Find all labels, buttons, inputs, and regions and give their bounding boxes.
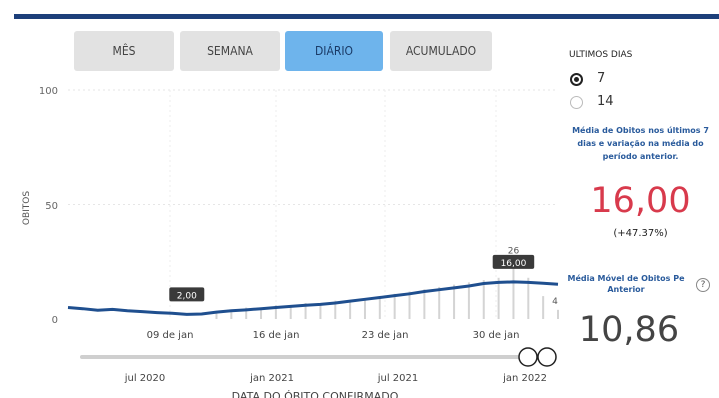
radio-14-label[interactable]: 14 xyxy=(597,94,614,109)
range-slider-label: jul 2020 xyxy=(124,373,166,384)
daily-bar xyxy=(349,300,352,319)
media-description-line: dias e variação na média do xyxy=(577,139,704,148)
daily-bar xyxy=(557,309,559,319)
tab-acumulado[interactable]: ACUMULADO xyxy=(390,31,492,71)
daily-bar xyxy=(289,305,292,319)
x-tick-label: 16 de jan xyxy=(253,330,300,341)
value-tag-background xyxy=(492,254,535,269)
y-tick-label: 100 xyxy=(39,86,58,97)
moving-average-label-line: Anterior xyxy=(607,285,645,294)
range-slider-handle-start[interactable] xyxy=(518,347,538,367)
daily-bar xyxy=(527,277,530,319)
header-accent-bar xyxy=(14,14,719,19)
daily-bar xyxy=(438,286,441,319)
ultimos-dias-title: ULTIMOS DIAS xyxy=(569,50,633,60)
bar-value-label: 4 xyxy=(552,297,558,307)
moving-average-label: Média Móvel de Obitos Pe Anterior xyxy=(558,273,694,295)
daily-deaths-chart: OBITOS 100 50 0 2,00 16,00 26 4 09 de jan 1… xyxy=(22,86,559,398)
daily-bar xyxy=(319,302,322,319)
daily-bar xyxy=(542,296,545,319)
daily-bar xyxy=(304,302,307,319)
radio-7-days[interactable] xyxy=(570,73,583,86)
range-slider-handle-end[interactable] xyxy=(537,347,557,367)
daily-bar xyxy=(512,259,515,319)
daily-bar xyxy=(423,289,426,319)
media-description-line: Média de Obitos nos últimos 7 xyxy=(572,126,709,135)
moving-average-label-line: Média Móvel de Obitos Pe xyxy=(567,274,685,283)
media-description: Média de Obitos nos últimos 7 dias e var… xyxy=(562,124,719,163)
tab-mes[interactable]: MÊS xyxy=(74,31,174,71)
media-value: 16,00 xyxy=(590,181,691,221)
daily-bar xyxy=(408,291,411,319)
daily-bar xyxy=(393,293,396,319)
x-tick-label: 30 de jan xyxy=(473,330,520,341)
media-description-line: período anterior. xyxy=(602,152,679,161)
x-axis-label: DATA DO ÓBITO CONFIRMADO xyxy=(232,390,399,398)
value-tag: 16,00 xyxy=(501,259,527,269)
y-axis-label: OBITOS xyxy=(22,191,32,225)
daily-bar xyxy=(260,307,263,319)
range-slider-label: jan 2022 xyxy=(502,373,547,384)
radio-14-days[interactable] xyxy=(570,96,583,109)
value-tag-background xyxy=(169,287,205,302)
daily-bar xyxy=(334,300,337,319)
bar-value-label: 26 xyxy=(508,246,520,256)
daily-bar xyxy=(230,309,233,319)
daily-bar xyxy=(363,298,366,319)
daily-bar xyxy=(378,296,381,319)
radio-7-label[interactable]: 7 xyxy=(597,71,606,86)
moving-average-value: 10,86 xyxy=(578,310,680,350)
range-slider-label: jan 2021 xyxy=(249,373,294,384)
daily-bar xyxy=(274,305,277,319)
help-icon[interactable]: ? xyxy=(696,278,710,292)
tab-semana[interactable]: SEMANA xyxy=(180,31,280,71)
range-slider-label: jul 2021 xyxy=(377,373,419,384)
daily-bar xyxy=(467,282,470,319)
variation-percent: (+47.37%) xyxy=(613,228,668,239)
daily-bar xyxy=(215,312,218,319)
x-tick-label: 09 de jan xyxy=(147,330,194,341)
x-tick-label: 23 de jan xyxy=(362,330,409,341)
tab-diario[interactable]: DIÁRIO xyxy=(285,31,383,71)
value-tag: 2,00 xyxy=(177,291,197,301)
y-tick-label: 50 xyxy=(45,201,58,212)
daily-bar xyxy=(497,277,500,319)
daily-bar xyxy=(482,280,485,319)
daily-bar xyxy=(453,284,456,319)
y-tick-label: 0 xyxy=(52,315,58,326)
daily-bar xyxy=(245,307,248,319)
series-line-moving-average xyxy=(67,280,559,316)
